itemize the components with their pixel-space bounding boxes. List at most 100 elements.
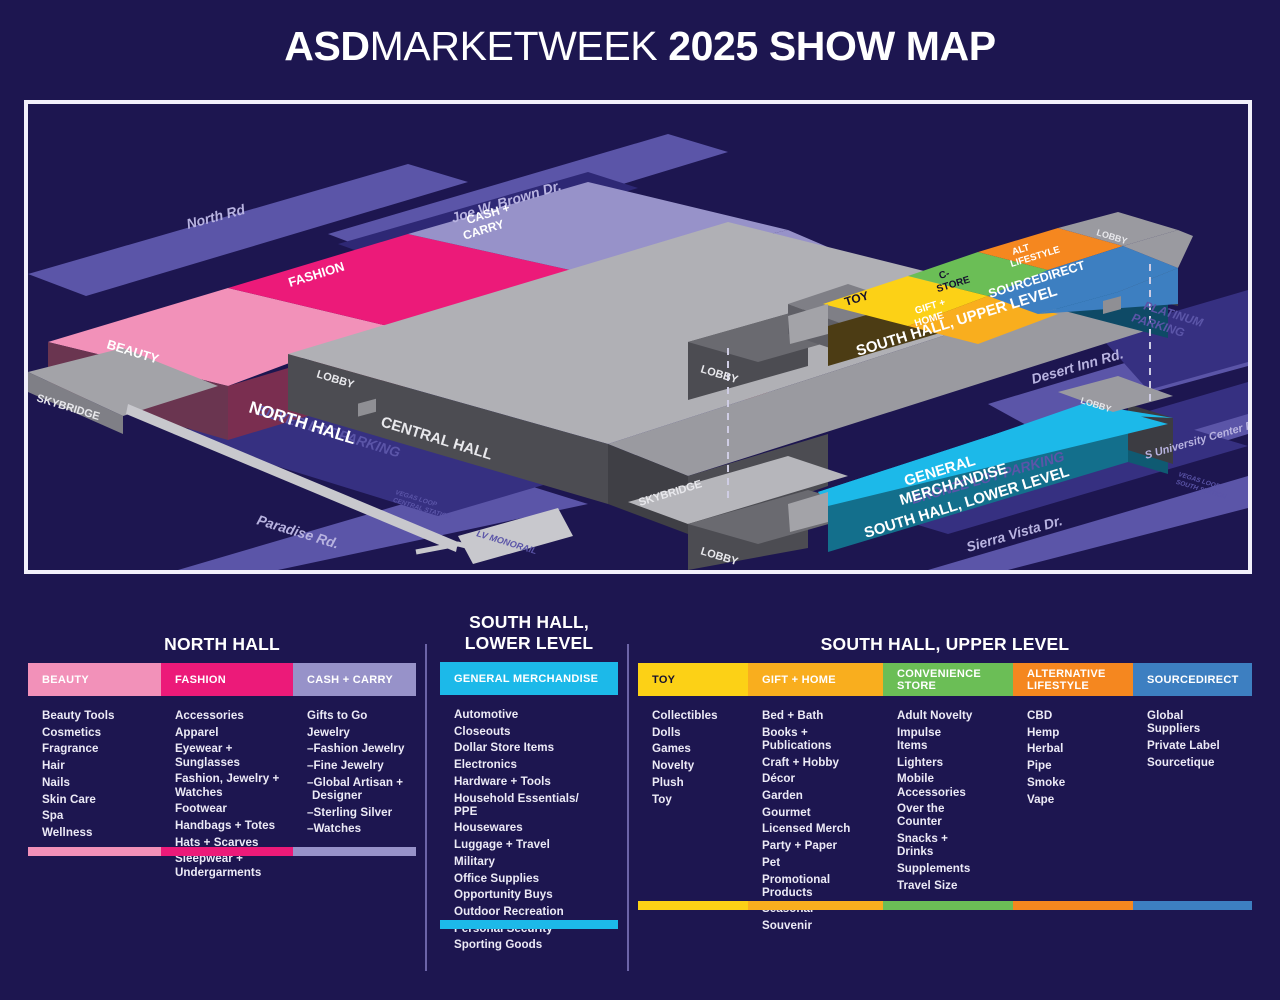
legend-item[interactable]: Lighters (897, 755, 944, 769)
legend-item[interactable]: –Fashion Jewelry (307, 742, 405, 756)
legend-item[interactable]: Hardware + Tools (454, 774, 551, 788)
legend-category-header-toy[interactable]: TOY (638, 663, 748, 696)
legend-item[interactable]: Eyewear + Sunglasses (175, 742, 240, 769)
legend-category-header-sourcedirect[interactable]: SOURCEDIRECT (1133, 663, 1252, 696)
legend-item[interactable]: Bed + Bath (762, 709, 824, 722)
legend-category-header-fashion[interactable]: FASHION (161, 663, 293, 696)
legend-item[interactable]: Electronics (454, 758, 518, 772)
legend-item[interactable]: Handbags + Totes (175, 818, 276, 832)
legend-category-header-cash-carry[interactable]: CASH + CARRY (293, 663, 416, 696)
legend-item[interactable]: Sleepwear + Undergarments (175, 852, 262, 879)
legend-footer-segment (28, 847, 161, 857)
legend-item[interactable]: Gifts to Go (307, 709, 368, 722)
legend-item[interactable]: Toy (652, 792, 672, 806)
legend-item[interactable]: –Sterling Silver (307, 805, 393, 819)
legend-item[interactable]: Plush (652, 775, 684, 789)
legend-category-header-general-merchandise[interactable]: GENERAL MERCHANDISE (440, 662, 618, 695)
legend-item[interactable]: Travel Size (897, 878, 958, 892)
legend-item[interactable]: Sporting Goods (454, 938, 543, 952)
legend-item[interactable]: Global Suppliers (1147, 709, 1201, 736)
legend-item[interactable]: Private Label (1147, 738, 1220, 752)
legend-item[interactable]: Cosmetics (42, 725, 102, 739)
legend-item[interactable]: Over the Counter (897, 802, 945, 829)
legend-item[interactable]: Hemp (1027, 725, 1060, 739)
legend-item[interactable]: Wellness (42, 825, 93, 839)
legend-item[interactable]: Pet (762, 855, 781, 869)
legend-item[interactable]: Jewelry (307, 725, 350, 739)
legend-item[interactable]: Garden (762, 789, 803, 803)
legend-item[interactable]: Gourmet (762, 805, 811, 819)
legend-item[interactable]: Nails (42, 775, 70, 789)
legend-item[interactable]: Souvenir (762, 919, 813, 933)
legend-item[interactable]: Books + Publications (762, 725, 832, 752)
zone-fashion-roof (228, 234, 588, 326)
legend-item[interactable]: Dollar Store Items (454, 741, 555, 755)
legend-item[interactable]: Supplements (897, 862, 971, 876)
legend-item[interactable]: Snacks + Drinks (897, 832, 948, 859)
legend-category-header-convenience-store[interactable]: CONVENIENCE STORE (883, 663, 1013, 696)
legend-item[interactable]: –Global Artisan + Designer (307, 775, 404, 803)
legend-group-south-lower: SOUTH HALL, LOWER LEVEL GENERAL MERCHANDIS… (440, 600, 618, 955)
legend-title-south-lower: SOUTH HALL, LOWER LEVEL (464, 612, 594, 653)
legend-header-row-north: BEAUTY FASHION CASH + CARRY (28, 663, 416, 696)
legend-item-list: Beauty Tools Cosmetics Fragrance Hair Nails S… (42, 709, 161, 839)
road-sierra-vista (928, 476, 1248, 570)
legend-item[interactable]: Vape (1027, 792, 1055, 806)
legend-item[interactable]: –Watches (307, 822, 362, 836)
legend-title-north: NORTH HALL (164, 634, 280, 654)
legend-item[interactable]: Décor (762, 772, 796, 786)
legend-item[interactable]: Party + Paper (762, 839, 838, 853)
legend-item[interactable]: Skin Care (42, 792, 96, 806)
legend-item[interactable]: Fragrance (42, 742, 99, 756)
legend-item[interactable]: Housewares (454, 821, 523, 835)
legend-item[interactable]: Mobile Accessories (897, 772, 966, 799)
central-hall-roof-2 (608, 302, 1148, 476)
legend-item[interactable]: Outdoor Recreation (454, 904, 564, 918)
legend-item[interactable]: Military (454, 854, 495, 868)
legend-item[interactable]: Luggage + Travel (454, 838, 550, 852)
legend-item-list: Gifts to Go Jewelry –Fashion Jewelry –Fine … (307, 709, 416, 836)
legend-item[interactable]: Accessories (175, 709, 244, 722)
legend-section: NORTH HALL BEAUTY FASHION CASH + CARRY Beaut… (0, 600, 1280, 1000)
legend-column-toy: Collectibles Dolls Games Novelty Plush Toy (638, 709, 748, 936)
legend-item[interactable]: Novelty (652, 759, 695, 773)
legend-columns-north: Beauty Tools Cosmetics Fragrance Hair Nails S… (28, 709, 416, 882)
legend-item[interactable]: Household Essentials/PPE (454, 791, 579, 818)
legend-item[interactable]: Fashion, Jewelry + Watches (175, 772, 280, 799)
legend-category-header-beauty[interactable]: BEAUTY (28, 663, 161, 696)
legend-item[interactable]: Collectibles (652, 709, 718, 722)
legend-item[interactable]: Office Supplies (454, 871, 540, 885)
legend-item[interactable]: Licensed Merch (762, 822, 851, 836)
zone-cstore-roof (908, 252, 1048, 296)
legend-item[interactable]: Dolls (652, 725, 681, 739)
legend-item[interactable]: Footwear (175, 802, 227, 816)
legend-item[interactable]: Apparel (175, 725, 219, 739)
legend-item[interactable]: Craft + Hobby (762, 755, 839, 769)
legend-category-header-gift-home[interactable]: GIFT + HOME (748, 663, 883, 696)
legend-footer-segment (293, 847, 416, 857)
label-zone-toy: TOY (843, 288, 870, 309)
legend-item[interactable]: Hair (42, 759, 65, 773)
legend-item[interactable]: CBD (1027, 709, 1053, 722)
legend-item[interactable]: Closeouts (454, 724, 511, 738)
legend-item[interactable]: Adult Novelty (897, 709, 973, 722)
legend-item[interactable]: Hats + Scarves (175, 835, 259, 849)
legend-item[interactable]: Pipe (1027, 759, 1052, 773)
legend-item[interactable]: Spa (42, 809, 64, 823)
legend-item[interactable]: Beauty Tools (42, 709, 115, 722)
legend-item[interactable]: Promotional Products (762, 872, 831, 899)
legend-column-sourcedirect: Global Suppliers Private Label Sourcetique (1133, 709, 1252, 936)
legend-item[interactable]: Impulse Items (897, 725, 942, 752)
legend-item[interactable]: Automotive (454, 708, 519, 721)
legend-item[interactable]: Smoke (1027, 775, 1066, 789)
legend-item-list: Collectibles Dolls Games Novelty Plush Toy (652, 709, 748, 806)
legend-item[interactable]: Herbal (1027, 742, 1064, 756)
legend-footer-segment (638, 900, 748, 910)
south-upper-lobby-strip-2 (1123, 230, 1193, 268)
legend-item[interactable]: –Fine Jewelry (307, 759, 384, 773)
skybridge-mid-top (628, 456, 848, 524)
legend-item[interactable]: Sourcetique (1147, 755, 1215, 769)
legend-item[interactable]: Opportunity Buys (454, 888, 553, 902)
legend-item[interactable]: Games (652, 742, 691, 756)
legend-category-header-alternative-lifestyle[interactable]: ALTERNATIVE LIFESTYLE (1013, 663, 1133, 696)
